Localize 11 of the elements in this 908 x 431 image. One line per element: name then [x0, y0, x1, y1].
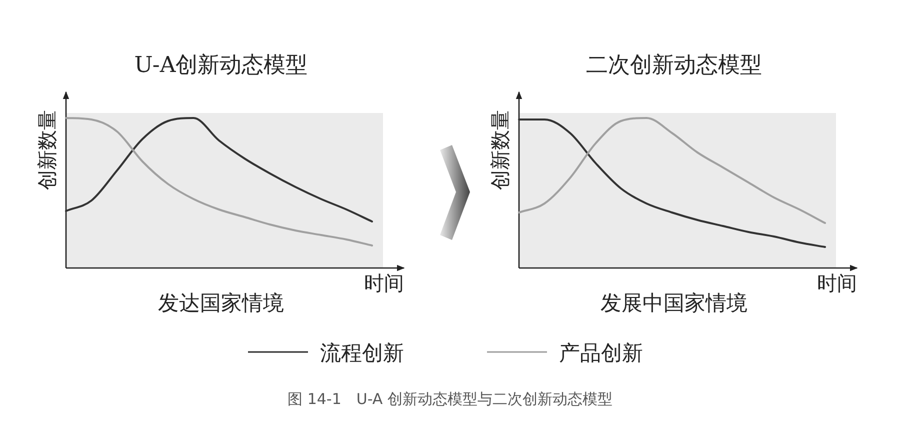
x-axis-title: 时间: [817, 271, 857, 295]
caption: 图 14-1 U-A 创新动态模型与二次创新动态模型: [288, 390, 612, 408]
legend-label: 产品创新: [559, 341, 643, 365]
x-axis-title: 时间: [364, 271, 404, 295]
text: 发达国家情境: [158, 291, 284, 315]
y-axis-title: 创新数量: [35, 110, 59, 190]
text: 发展中国家情境: [600, 291, 748, 315]
legend-label: 流程创新: [320, 341, 404, 365]
chart-title: U-A创新动态模型: [134, 53, 308, 78]
y-axis-title: 创新数量: [488, 110, 512, 190]
chart-title: 二次创新动态模型: [586, 53, 762, 78]
